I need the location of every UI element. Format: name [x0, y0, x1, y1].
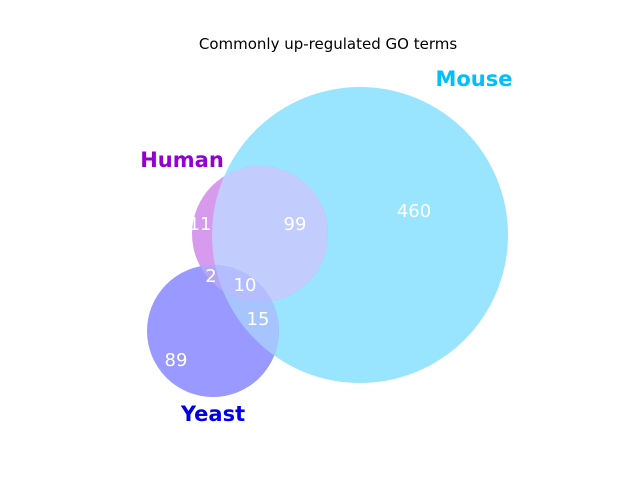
diagram-title: Commonly up-regulated GO terms: [199, 35, 457, 53]
human-yeast-count: 2: [205, 266, 216, 287]
mouse-only-count: 460: [397, 201, 431, 222]
human-set-label: Human: [140, 148, 224, 172]
yeast-only-count: 89: [165, 350, 188, 371]
mouse-yeast-count: 15: [247, 309, 270, 330]
mouse-set-circle: [212, 87, 508, 383]
yeast-set-label: Yeast: [180, 402, 245, 426]
mouse-set-label: Mouse: [435, 67, 512, 91]
triple-overlap-inner-group: [212, 265, 279, 302]
all-three-count: 10: [234, 275, 257, 296]
all-three-overlap-region: [212, 265, 279, 302]
human-mouse-count: 99: [284, 214, 307, 235]
triple-overlap-outer-group: [212, 265, 279, 302]
human-only-count: 11: [189, 214, 212, 235]
